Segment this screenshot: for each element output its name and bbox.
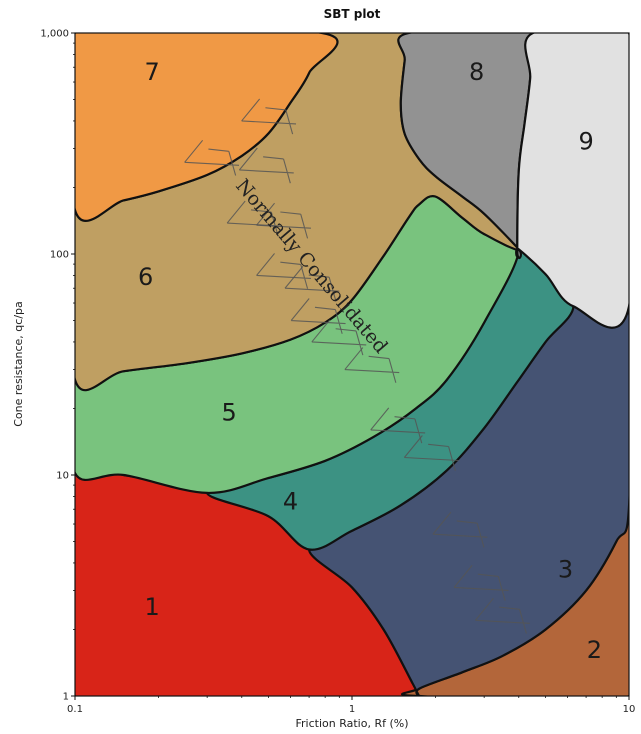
hatch-mark-7: [290, 298, 346, 334]
hatch-mark-0: [241, 98, 297, 135]
zone-2-label: 2: [587, 636, 602, 664]
chart-title: SBT plot: [324, 7, 381, 21]
zone-6-label: 6: [138, 263, 153, 291]
zone-3-label: 3: [558, 555, 573, 583]
zone-8-label: 8: [469, 58, 484, 86]
hatch-mark-12: [432, 511, 488, 548]
hatch-mark-6: [284, 265, 340, 302]
hatch-mark-4: [256, 202, 311, 239]
y-tick-label-1: 10: [56, 471, 69, 482]
y-tick-label-0: 1: [63, 692, 69, 703]
x-tick-label-1: 1: [349, 704, 355, 715]
x-axis-label: Friction Ratio, Rf (%): [295, 717, 408, 730]
hatch-mark-5: [256, 253, 311, 289]
hatch-mark-2: [238, 147, 294, 184]
y-axis-label: Cone resistance, qc/pa: [12, 301, 25, 427]
hatch-mark-1: [184, 139, 240, 176]
y-tick-label-2: 100: [50, 250, 69, 261]
x-tick-label-2: 10: [623, 704, 636, 715]
zone-1-label: 1: [145, 593, 160, 621]
zone-5-label: 5: [221, 398, 236, 426]
hatch-mark-11: [403, 435, 459, 471]
hatch-mark-10: [370, 407, 426, 444]
zone-9-label: 9: [578, 127, 593, 155]
zone-7-label: 7: [145, 58, 160, 86]
hatch-mark-13: [453, 565, 509, 601]
x-tick-label-0: 0.1: [67, 704, 83, 715]
hatch-layer: [184, 98, 530, 634]
hatch-mark-8: [311, 319, 367, 356]
hatch-mark-9: [344, 347, 400, 383]
zone-4-label: 4: [283, 488, 298, 516]
zone-9-area: [515, 33, 629, 329]
hatch-mark-14: [474, 597, 530, 634]
hatch-mark-3: [226, 200, 282, 237]
zone-labels-layer: 1 2 3 4 5 6 7 8 9: [138, 58, 602, 664]
y-tick-label-3: 1,000: [40, 29, 69, 40]
zones-layer: [75, 33, 629, 696]
